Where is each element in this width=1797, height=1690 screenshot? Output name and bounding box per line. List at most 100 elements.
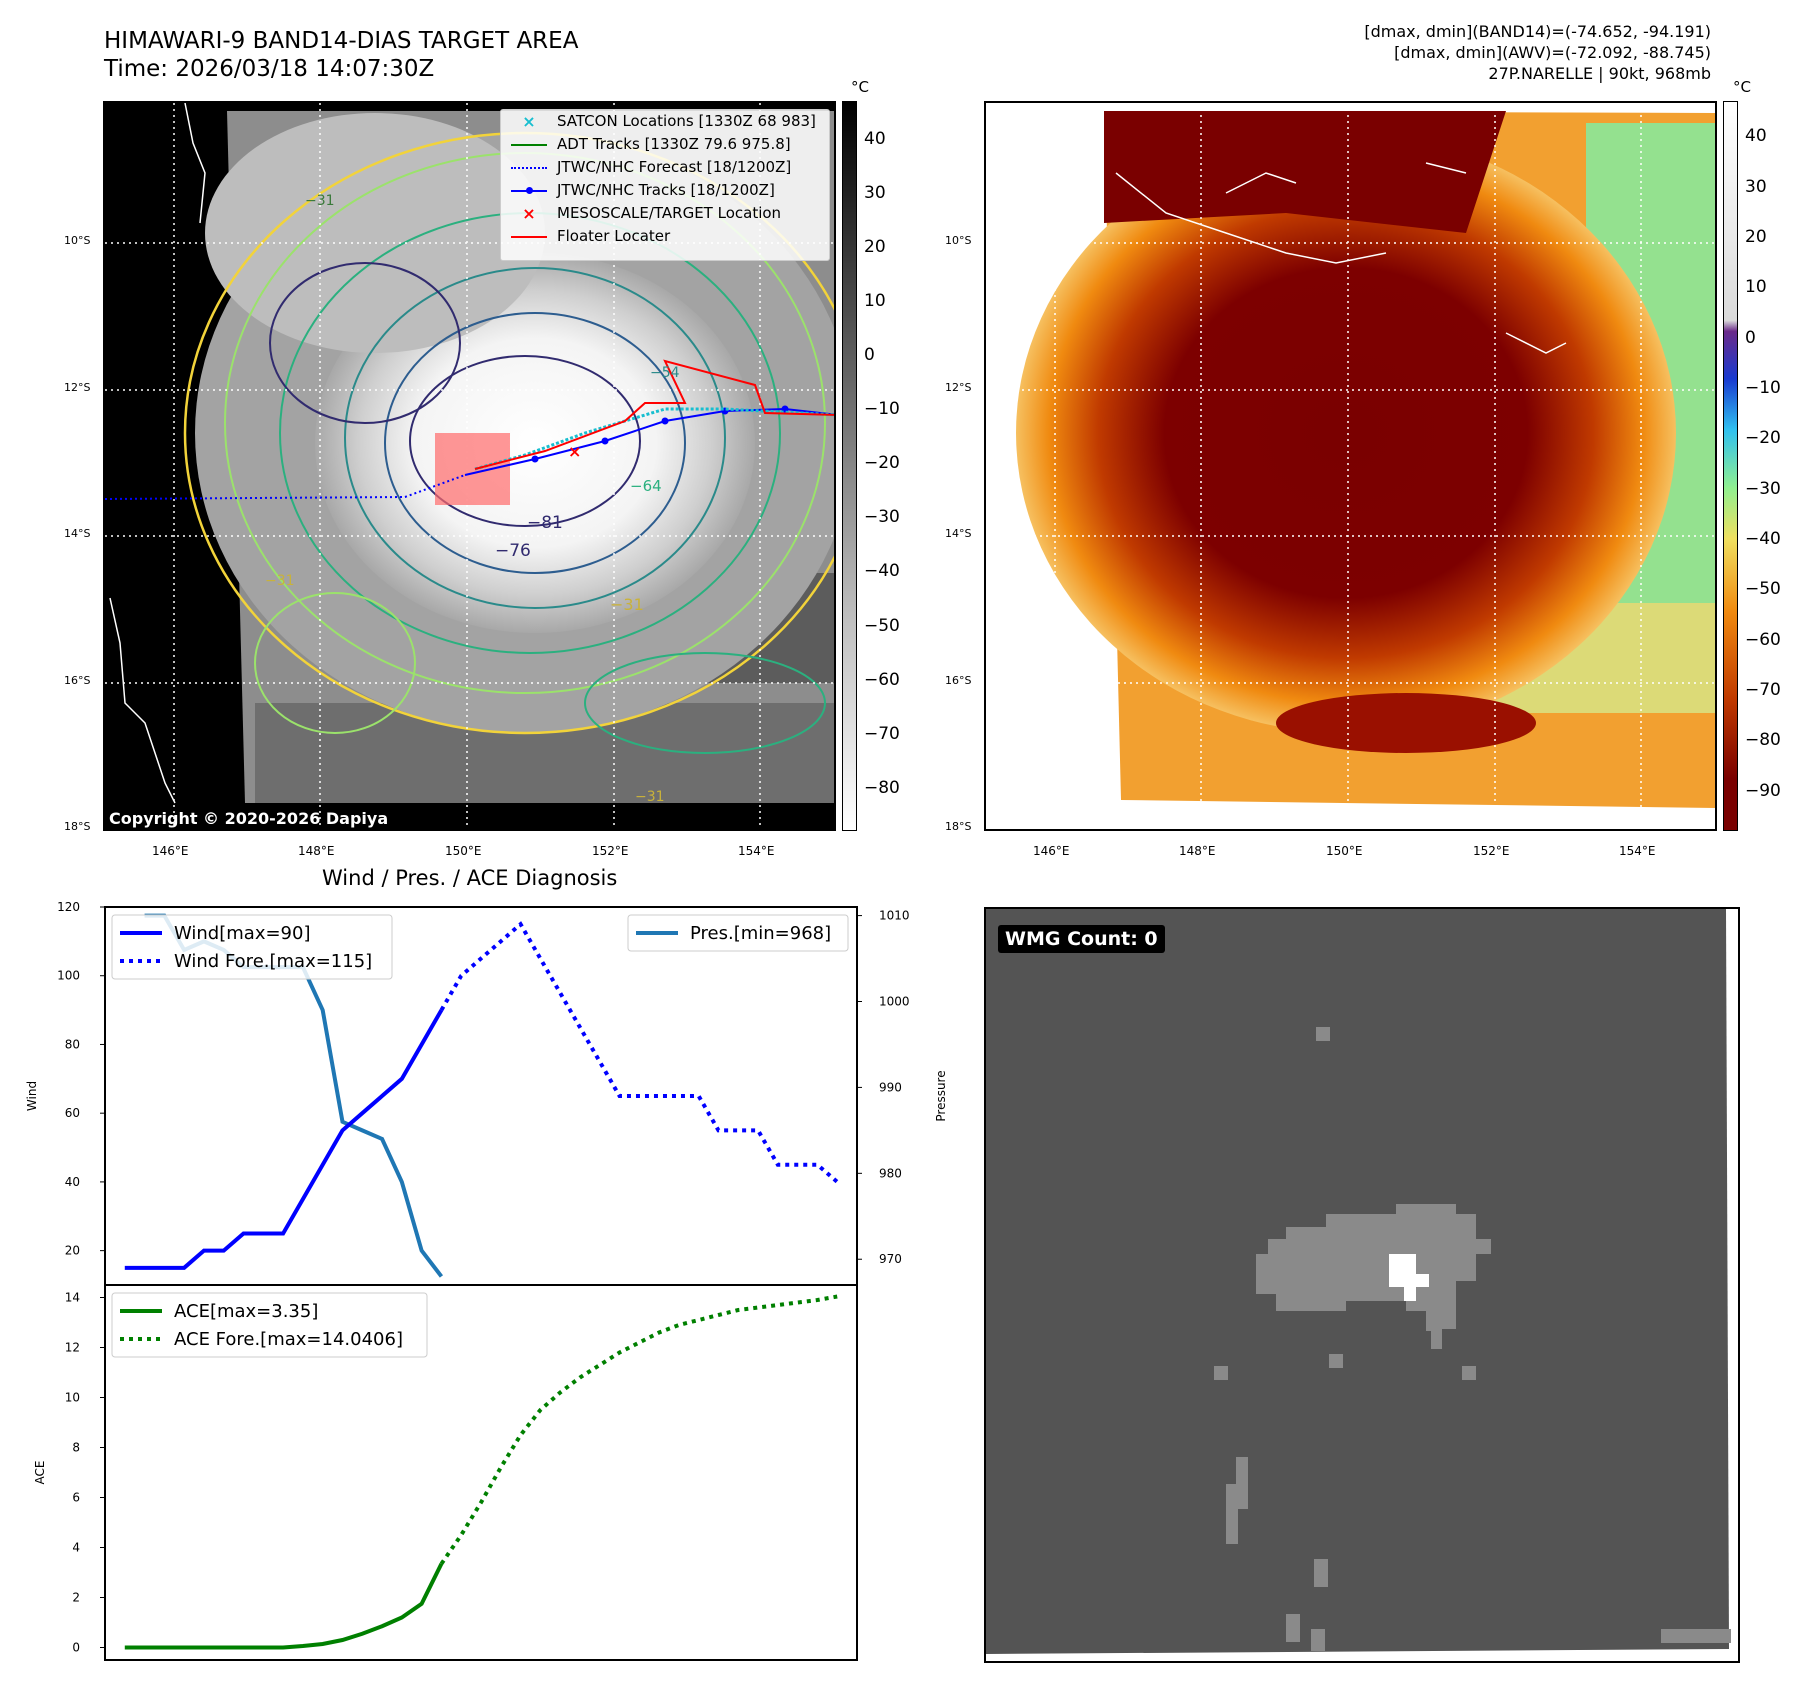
colorbar-tick-label: −50 xyxy=(864,615,900,636)
diagnosis-chart: 20 40 60 80 100 120 970 980 990 1000 1010 0 2 4 6 8 10 12… xyxy=(25,900,948,1661)
wind-y-tick-label: 80 xyxy=(65,1037,80,1051)
colorbar-tick-label: −70 xyxy=(1745,680,1781,701)
x-marker-icon: × xyxy=(522,112,536,131)
wind-axis-label: Wind xyxy=(25,1081,39,1111)
wind-legend xyxy=(111,914,393,980)
contour-label: −76 xyxy=(495,541,531,561)
wmg-panel: WMG Count: 0 xyxy=(984,907,1740,1663)
legend-item: JTWC/NHC Tracks [18/1200Z] xyxy=(501,179,829,202)
ir-lat-label: 10°S xyxy=(64,234,91,247)
ace-y-tick-label: 0 xyxy=(72,1641,80,1655)
legend-item: Floater Locater xyxy=(501,225,829,248)
dotted-line-icon xyxy=(507,156,551,179)
wv-lon-label: 154°E xyxy=(1619,844,1656,858)
legend-label: ACE[max=3.35] xyxy=(174,1301,318,1322)
mesoscale-target-marker: × xyxy=(568,442,581,461)
legend-item: × SATCON Locations [1330Z 68 983] xyxy=(501,110,829,133)
contour-label: −31 xyxy=(305,193,335,209)
ir-lon-label: 148°E xyxy=(298,844,335,858)
wv-lat-label: 10°S xyxy=(945,234,972,247)
colorbar-tick-label: 10 xyxy=(1745,277,1767,298)
wv-lat-label: 12°S xyxy=(945,381,972,394)
colorbar-tick-label: −20 xyxy=(1745,428,1781,449)
pressure-y-tick-label: 990 xyxy=(879,1080,902,1094)
colorbar-tick-label: 20 xyxy=(864,237,886,257)
ir-track-legend: × SATCON Locations [1330Z 68 983] ADT Tr… xyxy=(500,109,830,261)
colorbar-tick-label: 10 xyxy=(864,291,886,312)
pressure-y-tick-label: 1000 xyxy=(879,995,910,1009)
legend-item: ADT Tracks [1330Z 79.6 975.8] xyxy=(501,133,829,156)
colorbar-tick-label: −30 xyxy=(864,507,900,528)
wind-y-tick-label: 20 xyxy=(65,1244,80,1258)
legend-label: Pres.[min=968] xyxy=(690,923,831,944)
chart-title: Wind / Pres. / ACE Diagnosis xyxy=(322,866,618,890)
ace-axis-label: ACE xyxy=(33,1461,47,1485)
figure-title-line1: HIMAWARI-9 BAND14-DIAS TARGET AREA xyxy=(104,28,579,54)
colorbar-tick-label: 0 xyxy=(864,345,875,366)
colorbar-tick-label: 40 xyxy=(1745,126,1767,147)
ir-colorbar-unit: °C xyxy=(851,78,869,96)
ir-lon-label: 146°E xyxy=(152,844,189,858)
colorbar-tick-label: 20 xyxy=(1745,226,1767,247)
colorbar-tick-label: 0 xyxy=(1745,327,1756,348)
pressure-axis-label: Pressure xyxy=(934,1070,948,1121)
colorbar-tick-label: −10 xyxy=(1745,377,1781,398)
contour-label: −31 xyxy=(610,595,644,614)
ace-forecast-line xyxy=(439,1294,838,1565)
wind-line xyxy=(124,1009,444,1270)
wind-y-tick-label: 100 xyxy=(57,969,80,983)
colorbar-tick-label: −80 xyxy=(1745,730,1781,751)
ir-colorbar xyxy=(842,101,857,831)
line-icon xyxy=(507,133,551,156)
ace-y-tick-label: 12 xyxy=(65,1341,80,1355)
colorbar-tick-label: 30 xyxy=(1745,176,1767,197)
pressure-y-tick-label: 970 xyxy=(879,1252,902,1266)
ace-y-tick-label: 10 xyxy=(65,1391,80,1405)
legend-label: Wind Fore.[max=115] xyxy=(174,951,372,972)
legend-item: × MESOSCALE/TARGET Location xyxy=(501,202,829,225)
x-marker-icon: × xyxy=(522,204,536,223)
ir-satellite-image: × xyxy=(105,103,834,829)
colorbar-tick-label: 30 xyxy=(864,182,886,203)
wv-lon-label: 148°E xyxy=(1179,844,1216,858)
figure-title-line2: Time: 2026/03/18 14:07:30Z xyxy=(104,56,435,82)
ace-y-tick-label: 14 xyxy=(65,1291,80,1305)
pressure-y-tick-label: 980 xyxy=(879,1166,902,1180)
colorbar-tick-label: −10 xyxy=(864,399,900,420)
wind-forecast-line xyxy=(439,921,839,1184)
ace-y-tick-label: 4 xyxy=(72,1541,80,1555)
colorbar-tick-label: −40 xyxy=(1745,529,1781,549)
wmg-count-badge: WMG Count: 0 xyxy=(998,925,1165,953)
wind-y-tick-label: 40 xyxy=(65,1175,80,1189)
copyright-label: Copyright © 2020-2026 Dapiya xyxy=(109,809,389,828)
colorbar-tick-label: −60 xyxy=(864,669,900,690)
wv-lon-label: 150°E xyxy=(1326,844,1363,858)
contour-label: −31 xyxy=(635,789,665,805)
wv-colorbar xyxy=(1723,101,1738,831)
ir-lon-label: 150°E xyxy=(445,844,482,858)
ir-map-panel: × −31 −54 −64 −76 −81 −31 −31 −31 × SATC… xyxy=(103,101,836,831)
colorbar-tick-label: −30 xyxy=(1745,478,1781,499)
colorbar-tick-label: −60 xyxy=(1745,629,1781,650)
line-icon xyxy=(507,225,551,248)
ir-lat-label: 12°S xyxy=(64,381,91,394)
legend-label: Wind[max=90] xyxy=(174,923,311,944)
colorbar-tick-label: −90 xyxy=(1745,780,1781,801)
contour-label: −31 xyxy=(265,573,295,589)
contour-label: −81 xyxy=(527,513,563,533)
ace-legend xyxy=(111,1292,428,1358)
colorbar-tick-label: −20 xyxy=(864,453,900,474)
colorbar-tick-label: −50 xyxy=(1745,579,1781,600)
wind-y-tick-label: 120 xyxy=(57,900,80,914)
ir-lon-label: 152°E xyxy=(592,844,629,858)
pressure-legend xyxy=(627,914,849,952)
legend-item: JTWC/NHC Forecast [18/1200Z] xyxy=(501,156,829,179)
contour-label: −64 xyxy=(630,477,662,495)
line-dot-icon xyxy=(507,179,551,202)
wv-lat-label: 14°S xyxy=(945,527,972,540)
info-line3: 27P.NARELLE | 90kt, 968mb xyxy=(1488,64,1711,83)
ace-y-tick-label: 2 xyxy=(72,1591,80,1605)
ir-lat-label: 16°S xyxy=(64,674,91,687)
wv-colorbar-unit: °C xyxy=(1733,78,1751,96)
legend-label: ACE Fore.[max=14.0406] xyxy=(174,1329,403,1350)
